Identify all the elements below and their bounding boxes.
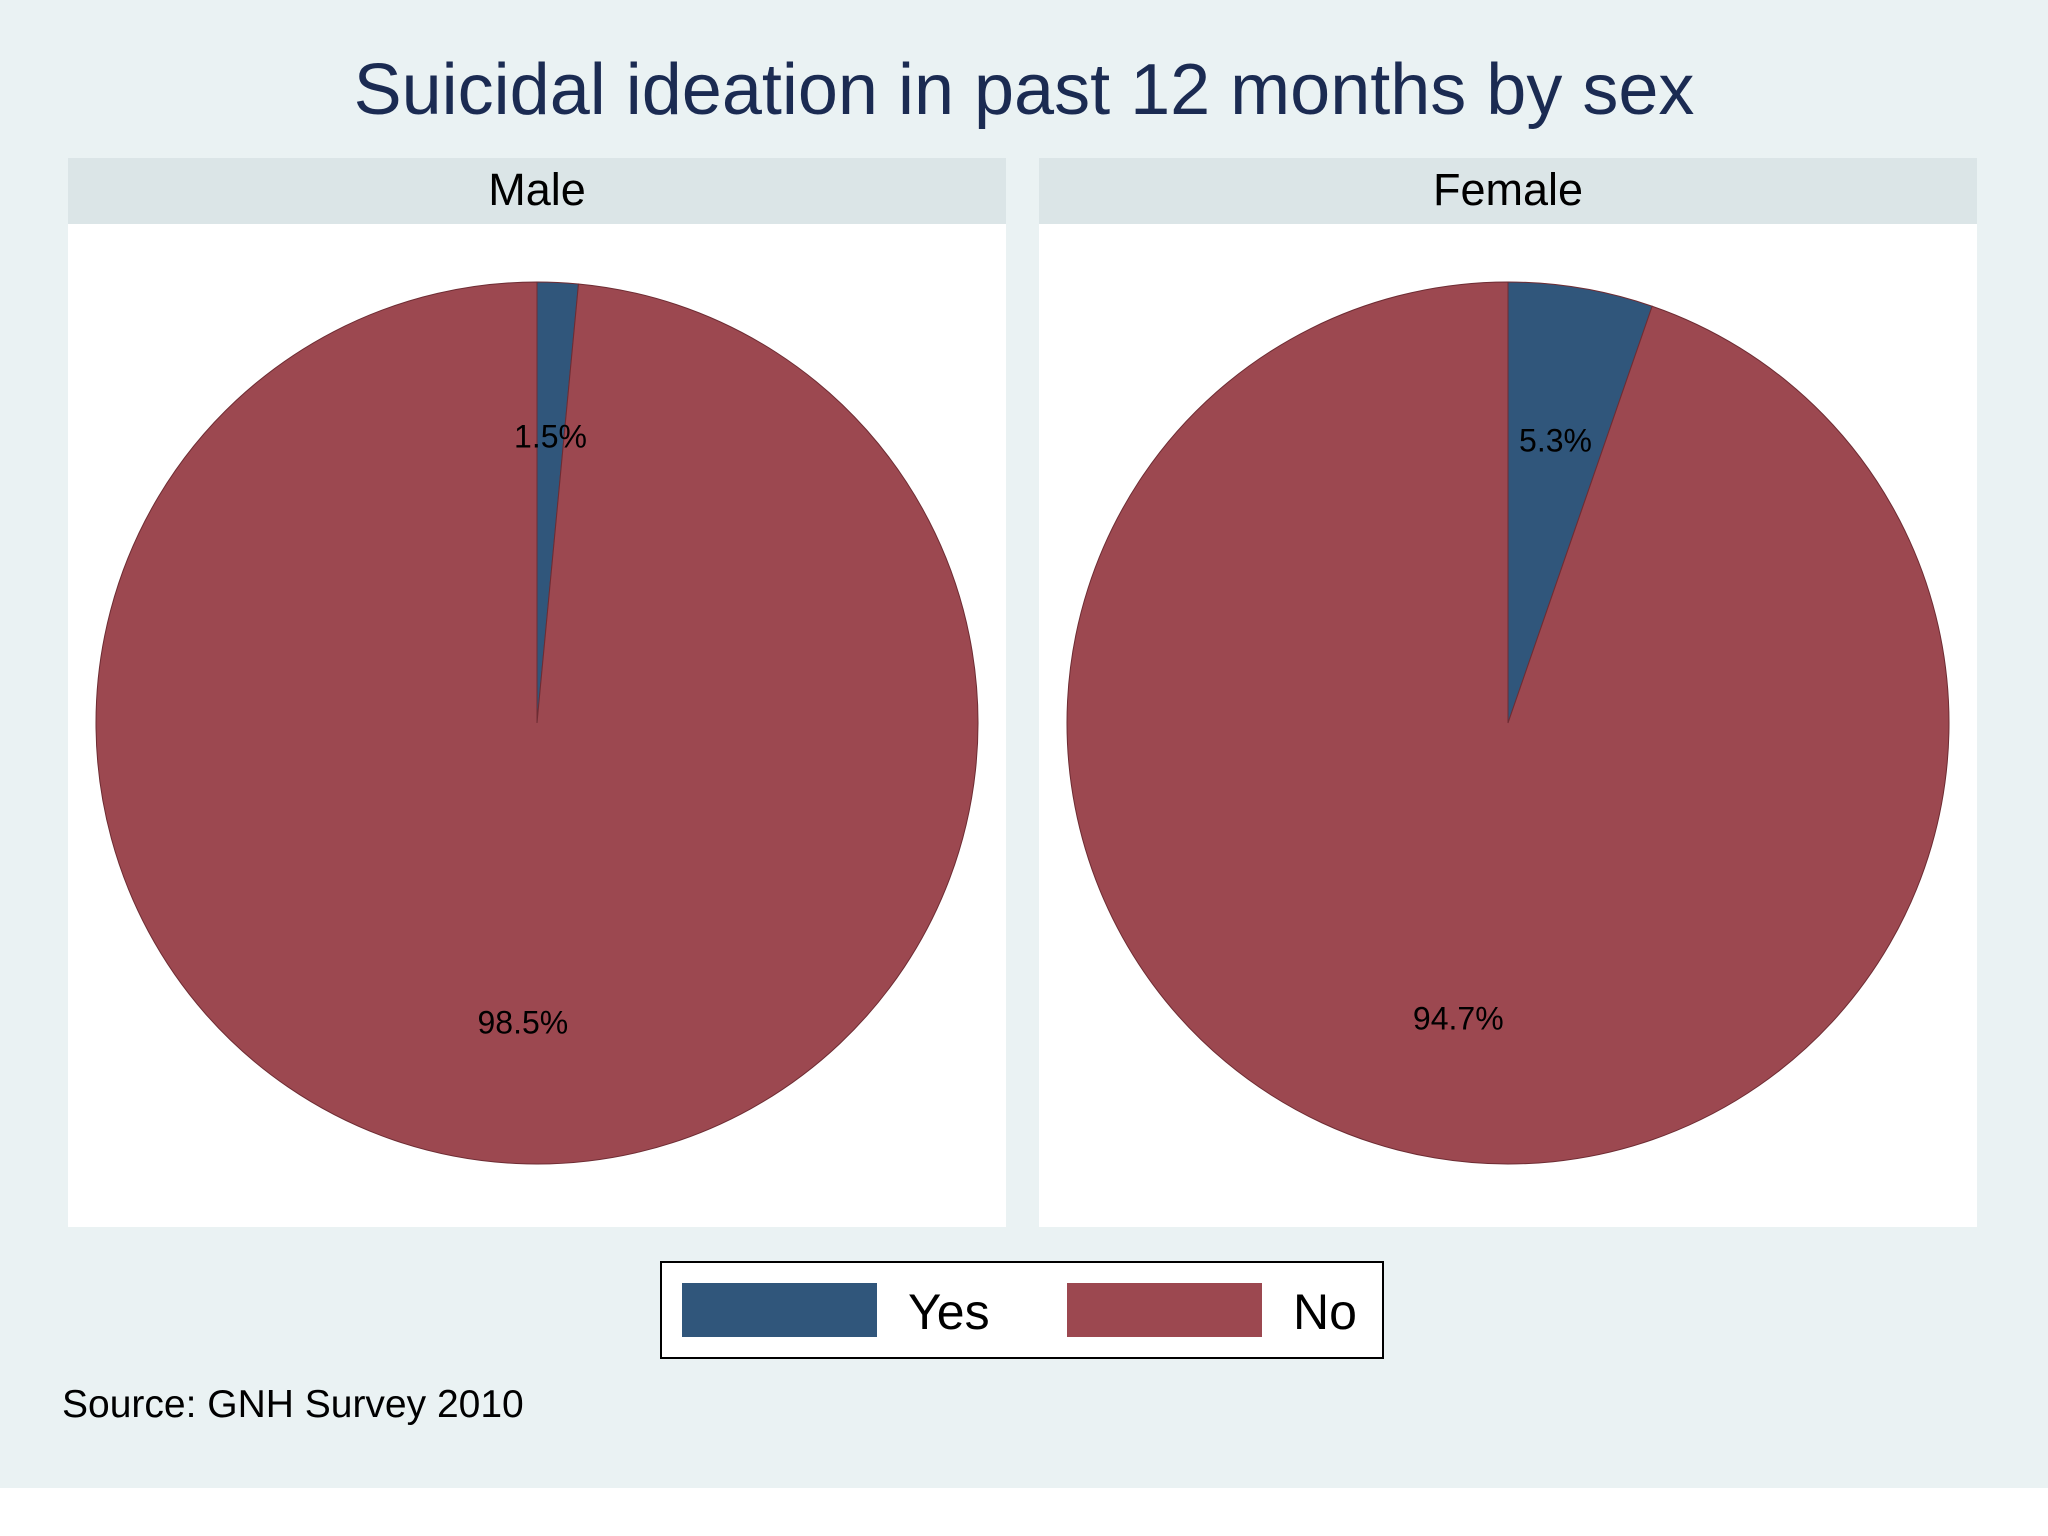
pie-male: 1.5% 98.5%: [95, 281, 979, 1165]
panel-male-title: Male: [488, 164, 586, 215]
pie-label-female-yes: 5.3%: [1519, 422, 1592, 458]
pie-slice-female-no: [1066, 281, 1950, 1165]
pie-female: 5.3% 94.7%: [1066, 281, 1950, 1165]
legend: Yes No: [660, 1261, 1384, 1359]
panel-female-title: Female: [1433, 164, 1583, 215]
pie-label-male-yes: 1.5%: [514, 419, 587, 455]
legend-label-yes: Yes: [908, 1284, 990, 1340]
source-note: Source: GNH Survey 2010: [62, 1383, 524, 1426]
legend-swatch-no: [1067, 1283, 1262, 1337]
legend-swatch-yes: [682, 1283, 877, 1337]
chart-title: Suicidal ideation in past 12 months by s…: [354, 50, 1695, 130]
legend-label-no: No: [1293, 1284, 1357, 1340]
pie-label-male-no: 98.5%: [478, 1005, 569, 1041]
panel-female-strip: [1039, 158, 1977, 224]
pie-label-female-no: 94.7%: [1413, 1001, 1504, 1037]
pie-slice-male-no: [95, 281, 979, 1165]
panel-male: Male 1.5% 98.5%: [68, 158, 1006, 1227]
panel-female: Female 5.3% 94.7%: [1039, 158, 1977, 1227]
pie-slice-female-yes: [1507, 281, 1653, 724]
panel-male-strip: [68, 158, 1006, 224]
